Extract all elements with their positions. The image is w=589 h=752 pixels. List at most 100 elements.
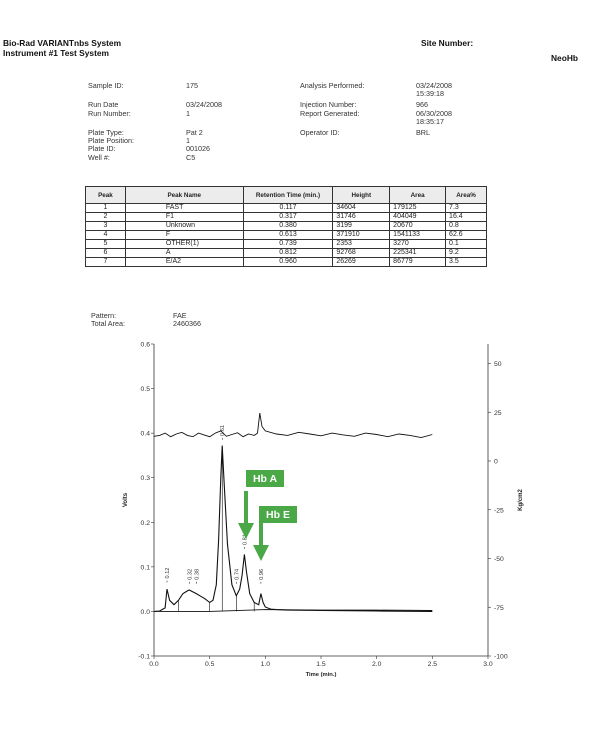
instrument-name: Instrument #1 Test System bbox=[3, 48, 109, 58]
col-header-peak-name: Peak Name bbox=[124, 186, 244, 204]
col-header-area: Area bbox=[389, 186, 447, 204]
peak-retention-label: 0.74 bbox=[234, 569, 240, 580]
pressure-trace bbox=[153, 413, 433, 439]
y-tick-label: 0.6 bbox=[141, 342, 151, 349]
plate-position-value: 1 bbox=[186, 136, 190, 145]
pattern-value: FAE bbox=[173, 311, 187, 320]
y2-tick-label: 0 bbox=[494, 459, 498, 466]
analysis-performed-label: Analysis Performed: bbox=[300, 81, 365, 90]
col-header-height: Height bbox=[332, 186, 391, 204]
sample-id-label: Sample ID: bbox=[88, 81, 124, 90]
peak-table-header: Peak Peak Name Retention Time (min.) Hei… bbox=[85, 186, 487, 204]
y2-tick-label: 50 bbox=[494, 361, 502, 368]
table-row: 3 Unknown 0.380 3199 20670 0.8 bbox=[85, 221, 487, 231]
col-header-peak: Peak bbox=[85, 186, 126, 204]
x-tick-label: 2.0 bbox=[372, 661, 382, 668]
cell-peak-name: F1 bbox=[124, 212, 244, 222]
site-number-label: Site Number: bbox=[421, 38, 474, 48]
y-tick-label: 0.5 bbox=[141, 386, 151, 393]
well-value: C5 bbox=[186, 153, 196, 162]
y2-axis-label: Kg/cm2 bbox=[518, 489, 524, 511]
cell-area-percent: 0.1 bbox=[445, 239, 487, 249]
annotation-box bbox=[259, 506, 297, 523]
x-tick-label: 0.0 bbox=[149, 661, 159, 668]
analysis-performed-date: 03/24/2008 bbox=[416, 81, 452, 90]
cell-area-percent: 7.3 bbox=[445, 203, 487, 213]
report-generated-date: 06/30/2008 bbox=[416, 109, 452, 118]
table-row: 4 F 0.613 371910 1541133 62.6 bbox=[85, 230, 487, 240]
y2-tick-label: -50 bbox=[494, 556, 504, 563]
y2-tick-label: 25 bbox=[494, 410, 502, 417]
cell-peak-name: E/A2 bbox=[124, 257, 244, 267]
y-tick-label: -0.1 bbox=[138, 654, 150, 661]
cell-area-percent: 62.6 bbox=[445, 230, 487, 240]
x-tick-label: 3.0 bbox=[483, 661, 493, 668]
y-axis-label: Volts bbox=[123, 492, 129, 507]
x-axis-label: Time (min.) bbox=[306, 672, 337, 678]
peak-retention-label: 0.81 bbox=[242, 534, 248, 545]
y2-tick-label: -25 bbox=[494, 507, 504, 514]
col-header-area-percent: Area% bbox=[445, 186, 487, 204]
x-tick-label: 1.0 bbox=[261, 661, 271, 668]
y-tick-label: 0.2 bbox=[141, 520, 151, 527]
cell-area-percent: 9.2 bbox=[445, 248, 487, 258]
report-generated-time: 18:35:17 bbox=[416, 117, 444, 126]
run-number-label: Run Number: bbox=[88, 109, 131, 118]
x-tick-label: 2.5 bbox=[428, 661, 438, 668]
plate-type-label: Plate Type: bbox=[88, 128, 124, 137]
y-tick-label: 0.1 bbox=[141, 564, 151, 571]
peak-table: Peak Peak Name Retention Time (min.) Hei… bbox=[85, 186, 487, 267]
report-generated-label: Report Generated: bbox=[300, 109, 360, 118]
cell-area-percent: 0.8 bbox=[445, 221, 487, 231]
col-header-retention-time: Retention Time (min.) bbox=[242, 186, 334, 204]
run-number-value: 1 bbox=[186, 109, 190, 118]
cell-area-percent: 16.4 bbox=[445, 212, 487, 222]
cell-peak-name: Unknown bbox=[124, 221, 244, 231]
analysis-performed-time: 15:39:18 bbox=[416, 89, 444, 98]
plate-type-value: Pat 2 bbox=[186, 128, 203, 137]
program-name: NeoHb bbox=[551, 53, 578, 63]
plate-id-label: Plate ID: bbox=[88, 144, 116, 153]
table-row: 2 F1 0.317 31746 404049 16.4 bbox=[85, 212, 487, 222]
baseline-trace bbox=[154, 609, 433, 612]
report-header-title: Bio-Rad VARIANTnbs System Instrument #1 … bbox=[3, 38, 121, 58]
table-row: 5 OTHER(1) 0.739 2353 3270 0.1 bbox=[85, 239, 487, 249]
operator-id-value: BRL bbox=[416, 128, 430, 137]
well-label: Well #: bbox=[88, 153, 110, 162]
injection-number-value: 966 bbox=[416, 100, 428, 109]
cell-peak-name: OTHER(1) bbox=[124, 239, 244, 249]
sample-id-value: 175 bbox=[186, 81, 198, 90]
cell-peak-name: A bbox=[124, 248, 244, 258]
chromatogram-trace bbox=[153, 445, 433, 612]
y-tick-label: 0.4 bbox=[141, 431, 151, 438]
injection-number-label: Injection Number: bbox=[300, 100, 357, 109]
peak-retention-label: 0.32 bbox=[187, 569, 193, 580]
plate-position-label: Plate Position: bbox=[88, 136, 134, 145]
annotation-label: Hb A bbox=[253, 473, 278, 485]
peak-retention-label: 0.12 bbox=[165, 568, 171, 579]
y-tick-label: 0.0 bbox=[141, 609, 151, 616]
total-area-value: 2460366 bbox=[173, 319, 201, 328]
system-title: Bio-Rad VARIANTnbs System bbox=[3, 38, 122, 48]
table-row: 7 E/A2 0.960 26269 86779 3.5 bbox=[85, 257, 487, 267]
total-area-label: Total Area: bbox=[91, 319, 125, 328]
cell-peak-name: FAST bbox=[124, 203, 244, 213]
plot-area: -0.10.00.10.20.30.40.50.6-100-75-50-2502… bbox=[123, 342, 524, 679]
x-tick-label: 1.5 bbox=[316, 661, 326, 668]
annotation-box bbox=[246, 470, 284, 487]
cell-peak-name: F bbox=[124, 230, 244, 240]
table-row: 6 A 0.812 92768 225341 9.2 bbox=[85, 248, 487, 258]
peak-retention-label: 0.96 bbox=[259, 569, 265, 580]
y2-tick-label: -100 bbox=[494, 654, 508, 661]
pattern-label: Pattern: bbox=[91, 311, 117, 320]
peak-retention-label: 0.61 bbox=[220, 425, 226, 436]
peak-retention-label: 0.38 bbox=[194, 569, 200, 580]
run-date-value: 03/24/2008 bbox=[186, 100, 222, 109]
cell-area-percent: 3.5 bbox=[445, 257, 487, 267]
plate-id-value: 001026 bbox=[186, 144, 210, 153]
x-tick-label: 0.5 bbox=[205, 661, 215, 668]
annotation-label: Hb E bbox=[266, 509, 290, 521]
run-date-label: Run Date bbox=[88, 100, 119, 109]
y-tick-label: 0.3 bbox=[141, 475, 151, 482]
